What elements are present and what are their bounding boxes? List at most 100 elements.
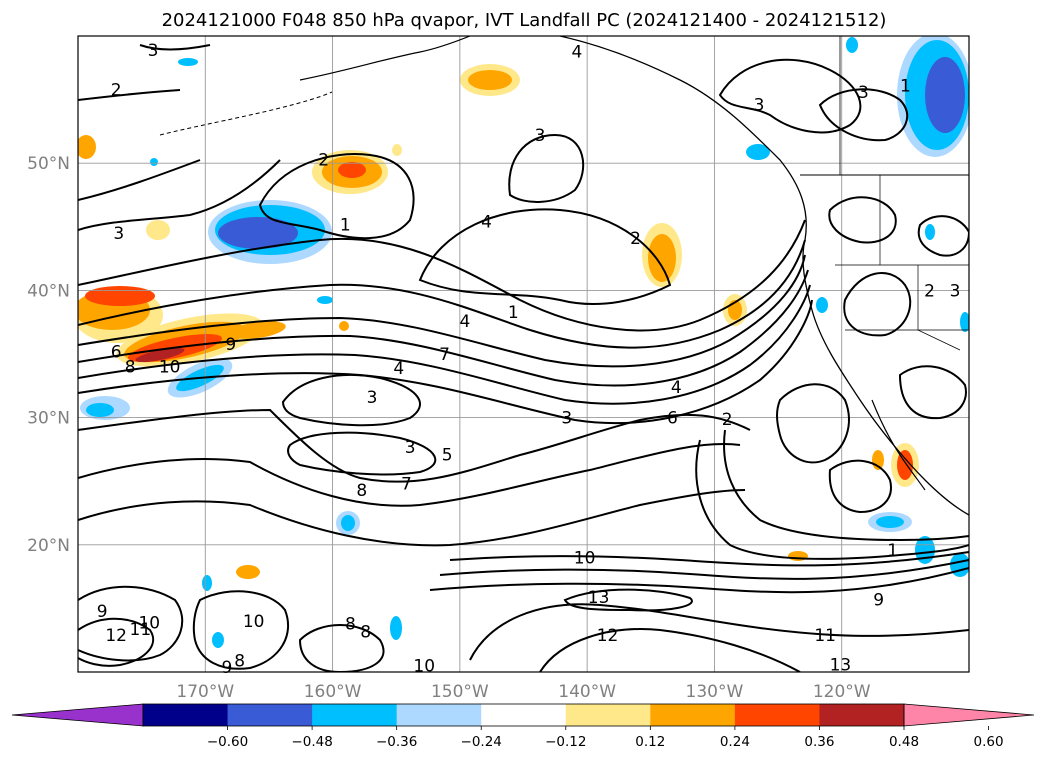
longitude-tick-labels: 170°W 160°W 150°W 140°W 130°W 120°W	[176, 682, 870, 702]
contour-label: 12	[597, 626, 619, 646]
colorbar-bin	[650, 704, 736, 726]
contour-label: 3	[148, 41, 159, 61]
contour-label: 13	[588, 588, 610, 608]
contour-line	[898, 365, 967, 420]
contour-lines	[78, 44, 969, 672]
colorbar-tick-label: 0.24	[720, 734, 750, 750]
aleutian-islands	[159, 91, 333, 136]
colorbar-extend-min	[11, 703, 144, 727]
contour-label: 7	[439, 345, 450, 365]
contour-line	[563, 588, 693, 612]
contour-label: 6	[667, 409, 678, 429]
contour-label: 3	[113, 224, 124, 244]
contour-label: 8	[356, 481, 367, 501]
contour-label: 8	[360, 622, 371, 642]
contour-label: 10	[574, 549, 596, 569]
colorbar-tick-label: 0.12	[635, 734, 665, 750]
aleutian-chain	[299, 36, 471, 81]
colorbar-tick-label: −0.12	[545, 734, 586, 750]
contour-line	[695, 439, 969, 560]
contour-label: 2	[630, 229, 641, 249]
contour-line	[78, 585, 184, 662]
contour-label: 2	[924, 281, 935, 301]
contour-line	[78, 408, 751, 483]
contour-label: 4	[460, 312, 471, 332]
latitude-tick-labels: 50°N 40°N 30°N 20°N	[27, 154, 70, 556]
colorbar-tick-label: −0.60	[207, 734, 248, 750]
contour-line	[78, 159, 201, 201]
contour-label: 6	[111, 342, 122, 362]
contour-label: 1	[900, 77, 911, 97]
latitude-tick-label: 20°N	[27, 536, 70, 556]
contour-line	[723, 429, 969, 542]
contour-line	[776, 383, 850, 464]
contour-line	[429, 567, 969, 594]
contour-line	[917, 215, 969, 257]
contour-line	[139, 44, 211, 51]
us-mexico-border	[845, 329, 961, 351]
colorbar-bin	[481, 704, 567, 726]
contour-label: 10	[138, 613, 160, 633]
contour-label: 11	[130, 620, 152, 640]
longitude-tick-label: 120°W	[813, 682, 871, 702]
contour-line	[78, 299, 813, 425]
contour-label: 7	[401, 475, 412, 495]
colorbar-bin	[819, 704, 905, 726]
colorbar-bin	[396, 704, 482, 726]
contour-line	[78, 617, 155, 667]
contour-label: 3	[950, 281, 961, 301]
contour-line	[78, 443, 741, 507]
colorbar-tick-label: 0.48	[889, 734, 919, 750]
contour-line	[78, 159, 281, 231]
contour-label: 1	[340, 215, 351, 235]
longitude-tick-label: 150°W	[431, 682, 489, 702]
colorbar-tick-label: −0.24	[461, 734, 502, 750]
contour-line	[718, 58, 862, 134]
longitude-tick-label: 130°W	[686, 682, 744, 702]
contour-line	[843, 272, 912, 337]
contour-label: 9	[97, 602, 108, 622]
contour-label: 4	[393, 359, 404, 379]
contour-label: 2	[318, 150, 329, 170]
colorbar-bin	[312, 704, 398, 726]
colorbar-bin	[143, 704, 229, 726]
contour-label: 11	[814, 626, 836, 646]
contour-label: 1	[887, 541, 898, 561]
contour-line	[78, 254, 806, 368]
colorbar-extend-max	[903, 703, 1035, 727]
contour-line	[539, 628, 801, 672]
contour-label: 3	[561, 409, 572, 429]
contour-line	[78, 239, 806, 349]
colorbar-tick-label: 0.36	[804, 734, 834, 750]
longitude-tick-label: 170°W	[176, 682, 234, 702]
contour-line	[281, 374, 421, 427]
colorbar: −0.60 −0.48 −0.36 −0.24 −0.12 0.12 0.24 0.36 0.4…	[11, 703, 1035, 750]
contour-label: 3	[405, 438, 416, 458]
contour-label: 2	[722, 410, 733, 430]
north-america-coast	[559, 36, 969, 516]
contour-line	[78, 284, 811, 405]
contour-label: 8	[125, 358, 136, 378]
coastlines	[159, 36, 969, 516]
contour-label: 4	[481, 213, 492, 233]
colorbar-tick-label: −0.48	[291, 734, 332, 750]
contour-line	[508, 133, 585, 203]
contour-line	[828, 196, 897, 244]
contour-label: 10	[243, 612, 265, 632]
contour-label: 8	[345, 615, 356, 635]
contour-label: 3	[535, 126, 546, 146]
latitude-tick-label: 50°N	[27, 154, 70, 174]
contour-line	[287, 431, 437, 476]
contour-line	[192, 590, 290, 670]
contour-label: 10	[413, 657, 435, 677]
contour-label: 9	[222, 658, 233, 678]
contour-label: 1	[508, 303, 519, 323]
contour-line	[78, 269, 809, 387]
colorbar-bins	[11, 703, 1035, 727]
contour-line	[258, 153, 415, 240]
latitude-tick-label: 40°N	[27, 281, 70, 301]
contour-line	[449, 551, 969, 567]
